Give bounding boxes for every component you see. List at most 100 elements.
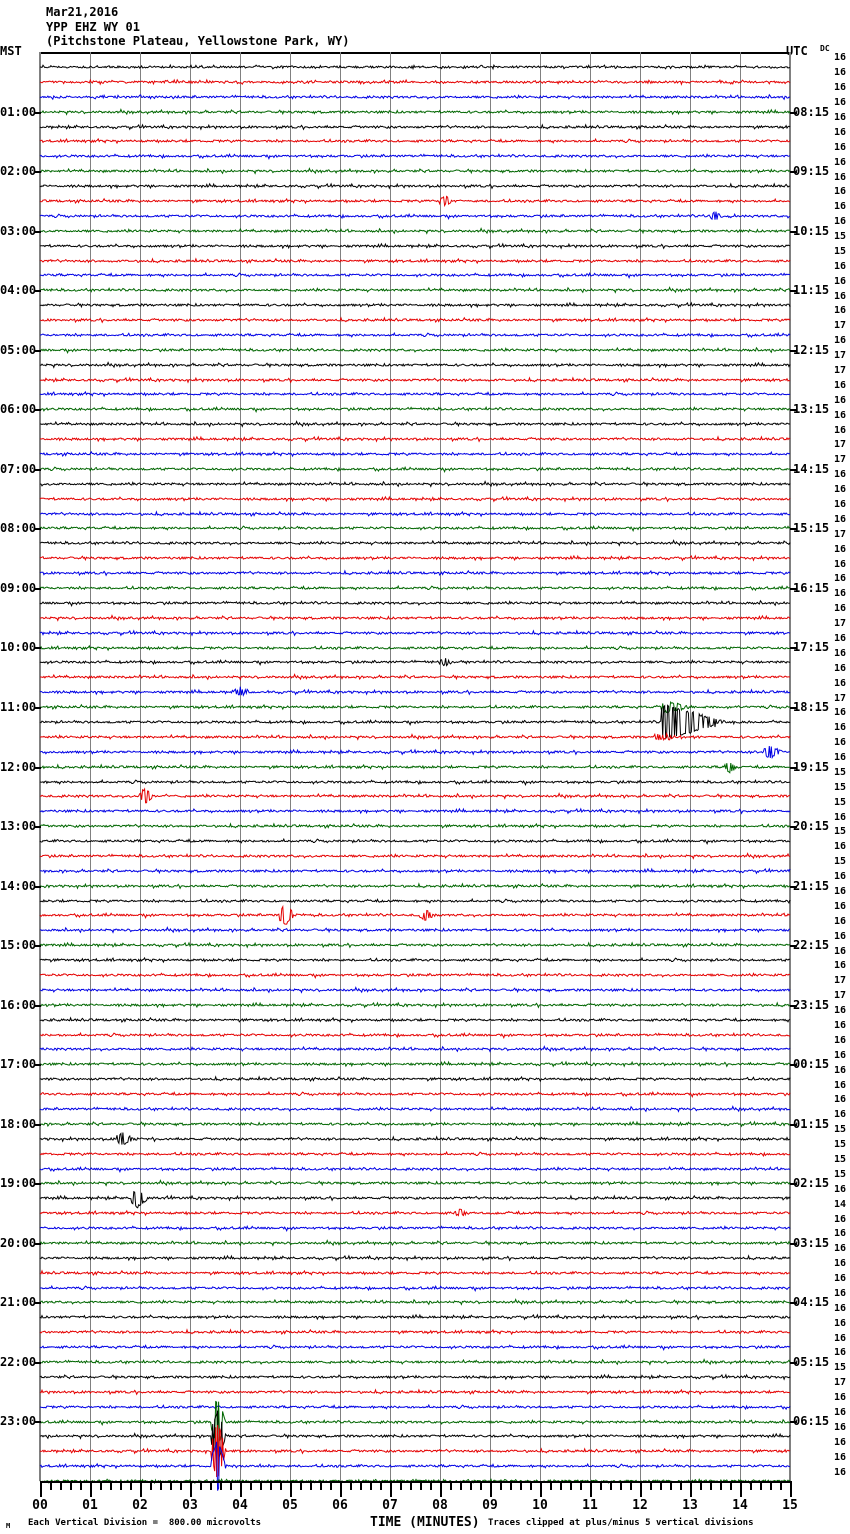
hour-tick-right bbox=[790, 1242, 797, 1245]
header-channel: YPP EHZ WY 01 bbox=[46, 20, 140, 34]
trace-row bbox=[39, 112, 791, 142]
dc-value: 16 bbox=[833, 1392, 846, 1404]
x-tick-label: 08 bbox=[432, 1498, 448, 1513]
dc-value: 16 bbox=[833, 1079, 846, 1091]
dc-value: 16 bbox=[833, 1332, 846, 1344]
dc-value: 15 bbox=[833, 781, 846, 793]
seismic-trace bbox=[39, 807, 791, 815]
seismic-trace bbox=[39, 272, 791, 280]
dc-value: 16 bbox=[833, 677, 846, 689]
trace-row bbox=[39, 1213, 791, 1243]
trace-row bbox=[39, 231, 791, 261]
x-tick-minor bbox=[130, 1481, 132, 1490]
hour-tick-left bbox=[34, 647, 41, 650]
dc-value: 17 bbox=[833, 528, 846, 540]
hour-tick-right bbox=[790, 409, 797, 412]
hour-label-utc: 17:15 bbox=[793, 640, 830, 655]
seismic-trace bbox=[39, 465, 791, 473]
x-tick-major bbox=[540, 1481, 542, 1497]
trace-row bbox=[39, 573, 791, 603]
x-tick-minor bbox=[310, 1481, 312, 1490]
x-tick-minor bbox=[450, 1481, 452, 1490]
dc-value: 16 bbox=[833, 335, 846, 347]
hour-label-mst: 14:00 bbox=[0, 878, 37, 893]
dc-value: 15 bbox=[833, 826, 846, 838]
trace-row bbox=[39, 704, 791, 740]
hour-tick-left bbox=[34, 409, 41, 412]
seismic-trace bbox=[39, 78, 791, 86]
trace-row bbox=[39, 1287, 791, 1317]
dc-value: 16 bbox=[833, 1407, 846, 1419]
trace-row bbox=[39, 1317, 791, 1347]
x-tick-minor bbox=[300, 1481, 302, 1490]
trace-row bbox=[39, 767, 791, 797]
seismic-trace bbox=[39, 1090, 791, 1099]
trace-row bbox=[39, 618, 791, 648]
hour-label-mst: 01:00 bbox=[0, 104, 37, 119]
dc-value: 16 bbox=[833, 945, 846, 957]
x-tick-label: 06 bbox=[332, 1498, 348, 1513]
hour-label-mst: 06:00 bbox=[0, 402, 37, 417]
x-tick-minor bbox=[550, 1481, 552, 1490]
x-tick-label: 03 bbox=[182, 1498, 198, 1513]
dc-value: 16 bbox=[833, 841, 846, 853]
trace-row bbox=[39, 1362, 791, 1392]
trace-row bbox=[39, 1198, 791, 1228]
dc-value: 16 bbox=[833, 1466, 846, 1478]
seismic-trace bbox=[39, 686, 791, 698]
trace-row bbox=[39, 67, 791, 97]
dc-value: 16 bbox=[833, 1049, 846, 1061]
x-tick-minor bbox=[580, 1481, 582, 1490]
header-date: Mar21,2016 bbox=[46, 5, 119, 19]
dc-value: 16 bbox=[833, 216, 846, 228]
x-tick-minor bbox=[650, 1481, 652, 1490]
x-tick-minor bbox=[620, 1481, 622, 1490]
x-tick-minor bbox=[160, 1481, 162, 1490]
hour-tick-right bbox=[790, 290, 797, 293]
seismic-trace bbox=[39, 644, 791, 651]
seismic-trace bbox=[39, 731, 791, 741]
trace-row bbox=[39, 1034, 791, 1064]
trace-row bbox=[39, 469, 791, 499]
dc-value: 17 bbox=[833, 454, 846, 466]
header-station-name: (Pitchstone Plateau, Yellowstone Park, W… bbox=[46, 34, 350, 48]
trace-row bbox=[39, 1183, 791, 1213]
trace-row bbox=[39, 945, 791, 975]
trace-row bbox=[39, 365, 791, 395]
hour-tick-left bbox=[34, 1421, 41, 1424]
dc-value: 16 bbox=[833, 543, 846, 555]
trace-row bbox=[39, 1094, 791, 1124]
x-tick-major bbox=[390, 1481, 392, 1497]
seismic-trace bbox=[39, 658, 791, 668]
hour-tick-left bbox=[34, 766, 41, 769]
trace-row bbox=[40, 1020, 791, 1050]
trace-row bbox=[40, 1273, 790, 1303]
x-tick-major bbox=[590, 1481, 592, 1497]
hour-tick-right bbox=[790, 1123, 797, 1126]
x-tick-label: 05 bbox=[282, 1498, 298, 1513]
hour-tick-left bbox=[34, 1183, 41, 1186]
trace-row bbox=[39, 260, 791, 290]
seismic-trace bbox=[39, 1441, 791, 1492]
trace-row bbox=[39, 499, 791, 529]
trace-row bbox=[39, 290, 791, 320]
trace-row bbox=[39, 737, 790, 767]
trace-row bbox=[39, 246, 791, 276]
hour-label-utc: 00:15 bbox=[793, 1057, 830, 1072]
hour-tick-left bbox=[34, 1004, 41, 1007]
seismic-trace bbox=[39, 1191, 791, 1209]
seismic-trace bbox=[39, 93, 791, 101]
seismic-trace bbox=[39, 435, 791, 443]
seismic-trace bbox=[39, 867, 791, 875]
hour-label-utc: 10:15 bbox=[793, 223, 830, 238]
dc-value: 16 bbox=[833, 1347, 846, 1359]
dc-value: 16 bbox=[833, 513, 846, 525]
seismic-trace bbox=[39, 1400, 791, 1446]
seismic-trace bbox=[39, 107, 791, 116]
seismic-trace bbox=[39, 242, 791, 250]
hour-tick-left bbox=[34, 826, 41, 829]
x-tick-minor bbox=[530, 1481, 532, 1490]
trace-row bbox=[39, 558, 791, 588]
hour-label-utc: 01:15 bbox=[793, 1116, 830, 1131]
x-tick-minor bbox=[610, 1481, 612, 1490]
